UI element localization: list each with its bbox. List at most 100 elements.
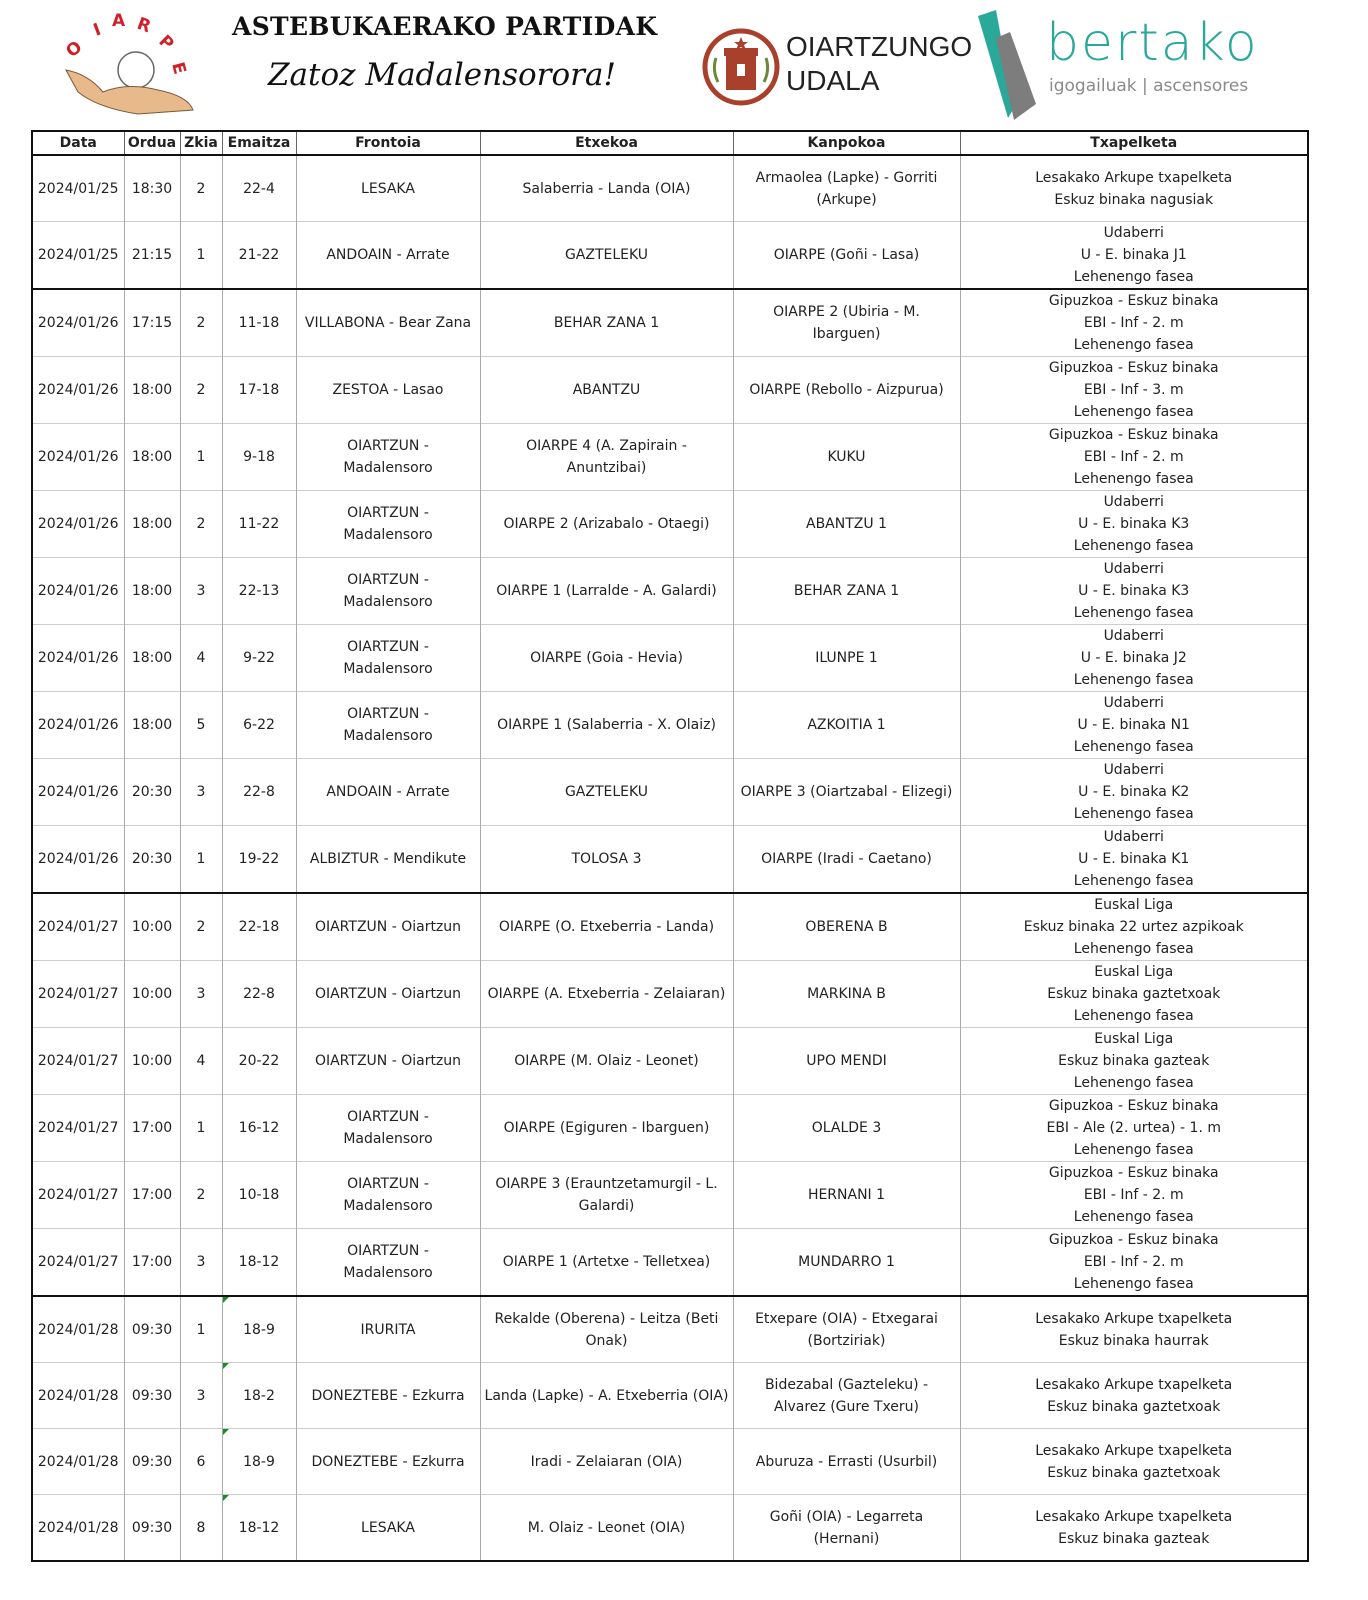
cell-txapelketa: Lesakako Arkupe txapelketa Eskuz binaka n… — [959, 154, 1309, 222]
kanpokoa-value: Armaolea (Lapke) - Gorriti (Arkupe) — [755, 169, 938, 208]
etxekoa-value: OIARPE 1 (Salaberria - X. Olaiz) — [497, 717, 716, 733]
txapelketa-line: Eskuz binaka haurrak — [1058, 1332, 1209, 1349]
txapelketa-line: EBI - Inf - 2. m — [1083, 315, 1184, 331]
data-value: 2024/01/27 — [37, 1254, 119, 1270]
cell-txapelketa: Euskal Liga Eskuz binaka 22 urtez azpikoa… — [959, 892, 1309, 961]
column-header-frontoia: Frontoia — [295, 130, 481, 156]
cell-ordua: 17:00 — [123, 1161, 181, 1229]
txapelketa-line: EBI - Inf - 3. m — [1083, 382, 1184, 398]
txapelketa-line: Euskal Liga — [1094, 964, 1174, 980]
zkia-value: 2 — [196, 315, 206, 331]
zkia-value: 3 — [196, 583, 206, 599]
udala-seal-logo — [702, 28, 780, 106]
txapelketa-line: Gipuzkoa - Eskuz binaka — [1048, 293, 1219, 309]
cell-zkia: 1 — [179, 221, 223, 289]
etxekoa-value: Salaberria - Landa (OIA) — [522, 180, 691, 197]
zkia-value: 1 — [196, 247, 206, 263]
cell-emaitza: 9-18 — [221, 423, 297, 491]
cell-kanpokoa: OIARPE (Rebollo - Aizpurua) — [732, 356, 961, 424]
cell-data: 2024/01/27 — [31, 1094, 125, 1162]
cell-ordua: 09:30 — [123, 1362, 181, 1429]
cell-etxekoa: Rekalde (Oberena) - Leitza (Beti Onak) — [479, 1295, 734, 1363]
cell-etxekoa: Iradi - Zelaiaran (OIA) — [479, 1428, 734, 1495]
frontoia-value: OIARTZUN - Madalensoro — [343, 505, 433, 543]
cell-data: 2024/01/27 — [31, 1228, 125, 1296]
cell-emaitza: 19-22 — [221, 825, 297, 893]
cell-emaitza: 20-22 — [221, 1027, 297, 1095]
zkia-value: 2 — [196, 516, 206, 532]
cell-comment-marker-icon — [222, 1429, 229, 1435]
cell-zkia: 3 — [179, 758, 223, 826]
cell-txapelketa: Gipuzkoa - Eskuz binaka EBI - Inf - 3. m L… — [959, 356, 1309, 424]
data-value: 2024/01/26 — [37, 784, 119, 800]
cell-etxekoa: OIARPE 1 (Artetxe - Telletxea) — [479, 1228, 734, 1296]
cell-zkia: 4 — [179, 624, 223, 692]
cell-frontoia: OIARTZUN - Madalensoro — [295, 691, 481, 759]
page-title: ASTEBUKAERAKO PARTIDAK — [232, 12, 658, 41]
cell-data: 2024/01/28 — [31, 1494, 125, 1561]
ordua-value: 09:30 — [131, 1519, 173, 1536]
cell-txapelketa: Gipuzkoa - Eskuz binaka EBI - Ale (2. urt… — [959, 1094, 1309, 1162]
data-value: 2024/01/27 — [37, 1120, 119, 1136]
cell-etxekoa: OIARPE 4 (A. Zapirain - Anuntzibai) — [479, 423, 734, 491]
cell-data: 2024/01/26 — [31, 758, 125, 826]
cell-ordua: 17:00 — [123, 1228, 181, 1296]
bertako-logo-text: bertako — [1046, 13, 1259, 73]
ordua-value: 10:00 — [131, 919, 173, 935]
emaitza-value: 22-18 — [238, 919, 280, 935]
cell-data: 2024/01/28 — [31, 1295, 125, 1363]
cell-frontoia: OIARTZUN - Oiartzun — [295, 960, 481, 1028]
frontoia-value: ANDOAIN - Arrate — [326, 784, 450, 800]
txapelketa-line: Lehenengo fasea — [1073, 1008, 1194, 1024]
ordua-value: 18:30 — [131, 180, 173, 197]
frontoia-value: ALBIZTUR - Mendikute — [309, 851, 467, 867]
txapelketa-line: U - E. binaka K3 — [1078, 516, 1190, 532]
cell-zkia: 1 — [179, 825, 223, 893]
udala-line2: UDALA — [786, 65, 880, 96]
cell-ordua: 10:00 — [123, 960, 181, 1028]
txapelketa-line: Lehenengo fasea — [1073, 269, 1194, 285]
frontoia-value: OIARTZUN - Madalensoro — [343, 1176, 433, 1214]
txapelketa-line: U - E. binaka J1 — [1080, 247, 1187, 263]
cell-ordua: 18:00 — [123, 356, 181, 424]
txapelketa-line: Gipuzkoa - Eskuz binaka — [1048, 360, 1219, 376]
cell-frontoia: OIARTZUN - Madalensoro — [295, 423, 481, 491]
cell-frontoia: OIARTZUN - Madalensoro — [295, 1094, 481, 1162]
zkia-value: 1 — [196, 1321, 206, 1338]
ordua-value: 18:00 — [131, 516, 173, 532]
etxekoa-value: Landa (Lapke) - A. Etxeberria (OIA) — [484, 1387, 729, 1404]
bertako-mark-logo — [978, 10, 1036, 120]
cell-frontoia: OIARTZUN - Madalensoro — [295, 624, 481, 692]
cell-data: 2024/01/28 — [31, 1428, 125, 1495]
cell-txapelketa: Lesakako Arkupe txapelketa Eskuz binaka h… — [959, 1295, 1309, 1363]
txapelketa-line: Euskal Liga — [1094, 897, 1174, 913]
cell-emaitza: 18-9 — [221, 1295, 297, 1363]
cell-emaitza: 9-22 — [221, 624, 297, 692]
cell-ordua: 18:00 — [123, 423, 181, 491]
table-row: 2024/01/25 18:30 2 22-4 LESAKA Salaberria - L… — [31, 154, 1309, 222]
cell-ordua: 09:30 — [123, 1428, 181, 1495]
table-row: 2024/01/27 17:00 2 10-18 OIARTZUN - Madalens… — [31, 1161, 1309, 1229]
cell-emaitza: 21-22 — [221, 221, 297, 289]
svg-text:R: R — [134, 14, 153, 37]
cell-zkia: 1 — [179, 423, 223, 491]
ordua-value: 20:30 — [131, 784, 173, 800]
cell-txapelketa: Udaberri U - E. binaka K3 Lehenengo fasea — [959, 490, 1309, 558]
cell-txapelketa: Gipuzkoa - Eskuz binaka EBI - Inf - 2. m L… — [959, 423, 1309, 491]
frontoia-value: DONEZTEBE - Ezkurra — [311, 1453, 465, 1470]
cell-emaitza: 18-12 — [221, 1494, 297, 1561]
txapelketa-line: Eskuz binaka gaztetxoak — [1047, 1398, 1221, 1415]
frontoia-value: LESAKA — [361, 1519, 415, 1536]
txapelketa-line: U - E. binaka K3 — [1078, 583, 1190, 599]
cell-zkia: 2 — [179, 288, 223, 357]
table-row: 2024/01/27 10:00 2 22-18 OIARTZUN - Oiartzun… — [31, 892, 1309, 961]
cell-emaitza: 6-22 — [221, 691, 297, 759]
txapelketa-line: Lehenengo fasea — [1073, 941, 1194, 957]
txapelketa-line: Lehenengo fasea — [1073, 1142, 1194, 1158]
cell-txapelketa: Euskal Liga Eskuz binaka gazteak Lehenengo… — [959, 1027, 1309, 1095]
data-value: 2024/01/25 — [37, 247, 119, 263]
etxekoa-value: OIARPE (M. Olaiz - Leonet) — [514, 1053, 699, 1069]
zkia-value: 3 — [196, 986, 206, 1002]
cell-emaitza: 11-18 — [221, 288, 297, 357]
etxekoa-value: TOLOSA 3 — [571, 851, 642, 867]
